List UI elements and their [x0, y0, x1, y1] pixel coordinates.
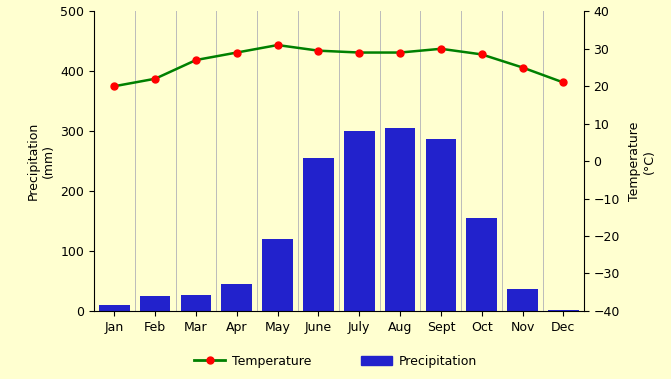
- Bar: [140, 296, 170, 311]
- Bar: [344, 131, 374, 311]
- Bar: [221, 284, 252, 311]
- Legend: Temperature, Precipitation: Temperature, Precipitation: [189, 350, 482, 373]
- Y-axis label: Temperature
(°C): Temperature (°C): [628, 121, 656, 201]
- Bar: [262, 239, 293, 311]
- Bar: [180, 294, 211, 311]
- Bar: [548, 310, 578, 311]
- Bar: [384, 128, 415, 311]
- Bar: [425, 139, 456, 311]
- Bar: [303, 158, 333, 311]
- Y-axis label: Precipitation
(mm): Precipitation (mm): [27, 122, 54, 200]
- Bar: [507, 289, 538, 311]
- Bar: [99, 305, 130, 311]
- Bar: [466, 218, 497, 311]
